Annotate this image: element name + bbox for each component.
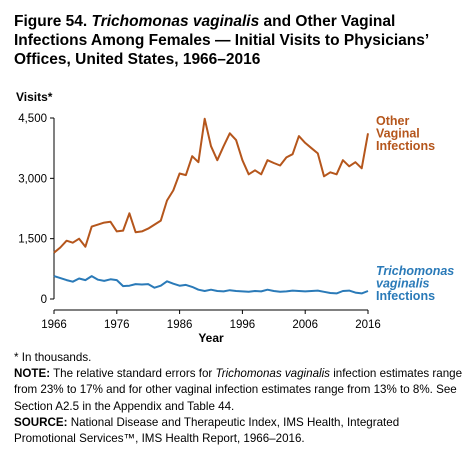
y-axis-title: Visits* [16,90,53,104]
y-tick-label: 3,000 [18,173,47,185]
x-tick-label: 2016 [355,319,381,331]
chart-series [53,117,369,295]
x-tick-label: 1966 [41,319,67,331]
series-label-line: Infections [376,139,435,153]
figure-title-prefix: Figure 54. [14,13,92,30]
x-tick-label: 1996 [230,319,256,331]
y-tick-label: 4,500 [18,113,47,125]
series-label-line: Other [376,114,409,128]
series-line-0 [53,117,369,254]
series-label-1: Trichomonas vaginalis Infections [376,264,454,303]
y-tick-label: 0 [41,294,47,306]
chart-axes: 0 1,500 3,000 4,500 1966 1976 1986 1996 2006 2016… [16,90,381,345]
note-paragraph: NOTE: The relative standard errors for T… [14,366,464,415]
figure-title-italic: Trichomonas vaginalis [91,13,260,30]
note-text-2: infection estimates range from 23% to 17… [14,367,463,413]
series-label-line: Trichomonas [376,264,454,278]
note-italic: Trichomonas vaginalis [215,367,330,381]
x-tick-label: 2006 [292,319,318,331]
figure-notes: * In thousands. NOTE: The relative stand… [14,350,464,447]
note-text-1: The relative standard errors for [50,367,216,381]
figure-title: Figure 54. Trichomonas vaginalis and Oth… [14,12,464,69]
source-text: National Disease and Therapeutic Index, … [14,415,400,446]
series-label-line: Vaginal [376,127,420,141]
line-chart: 0 1,500 3,000 4,500 1966 1976 1986 1996 2006 2016… [16,90,454,345]
note-label: NOTE: [14,367,51,381]
series-label-line: Infections [376,289,435,303]
x-axis-title: Year [198,331,224,345]
x-tick-label: 1976 [104,319,130,331]
source-label: SOURCE: [14,415,68,429]
figure-title-rest: and Other Vaginal Infections Among Femal… [14,13,429,68]
series-line-1 [53,275,369,295]
y-tick-label: 1,500 [18,234,47,246]
x-tick-label: 1986 [167,319,193,331]
footnote: * In thousands. [14,351,92,364]
source-paragraph: SOURCE: National Disease and Therapeutic… [14,415,464,447]
series-label-0: Other Vaginal Infections [376,114,435,153]
series-label-line: vaginalis [376,277,430,291]
